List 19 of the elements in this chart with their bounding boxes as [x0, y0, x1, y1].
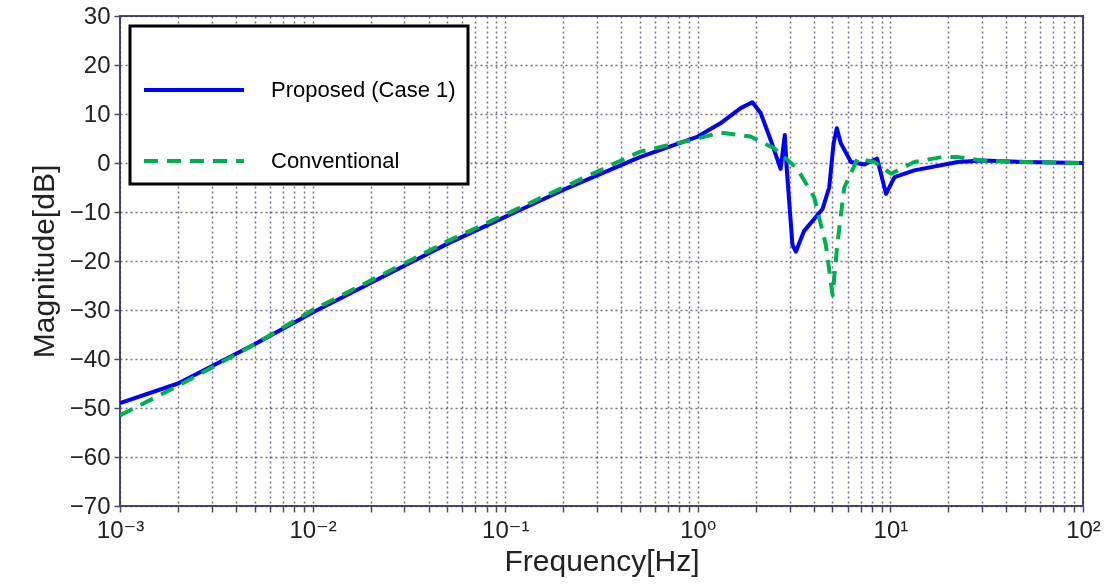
y-tick-label: −50	[69, 393, 111, 421]
legend-label: Conventional	[271, 148, 400, 173]
legend-label: Proposed (Case 1)	[271, 77, 456, 102]
x-axis-title: Frequency[Hz]	[504, 543, 700, 577]
y-tick-label: −10	[69, 197, 111, 225]
y-tick-label: −40	[69, 344, 111, 372]
x-tick-label: 10⁰	[680, 515, 717, 543]
y-tick-label: 20	[83, 50, 111, 78]
x-tick-label: 10²	[1066, 515, 1101, 543]
y-tick-label: 10	[83, 99, 111, 127]
y-tick-label: −30	[69, 295, 111, 323]
x-tick-label: 10⁻²	[289, 515, 337, 543]
x-tick-label: 10¹	[873, 515, 909, 543]
y-tick-label: −60	[69, 442, 111, 470]
x-tick-label: 10⁻¹	[482, 515, 530, 543]
y-tick-label: −20	[69, 246, 111, 274]
y-tick-label: 0	[97, 148, 111, 176]
y-axis-title: Magnitude[dB]	[26, 164, 60, 359]
y-tick-label: 30	[83, 1, 111, 29]
